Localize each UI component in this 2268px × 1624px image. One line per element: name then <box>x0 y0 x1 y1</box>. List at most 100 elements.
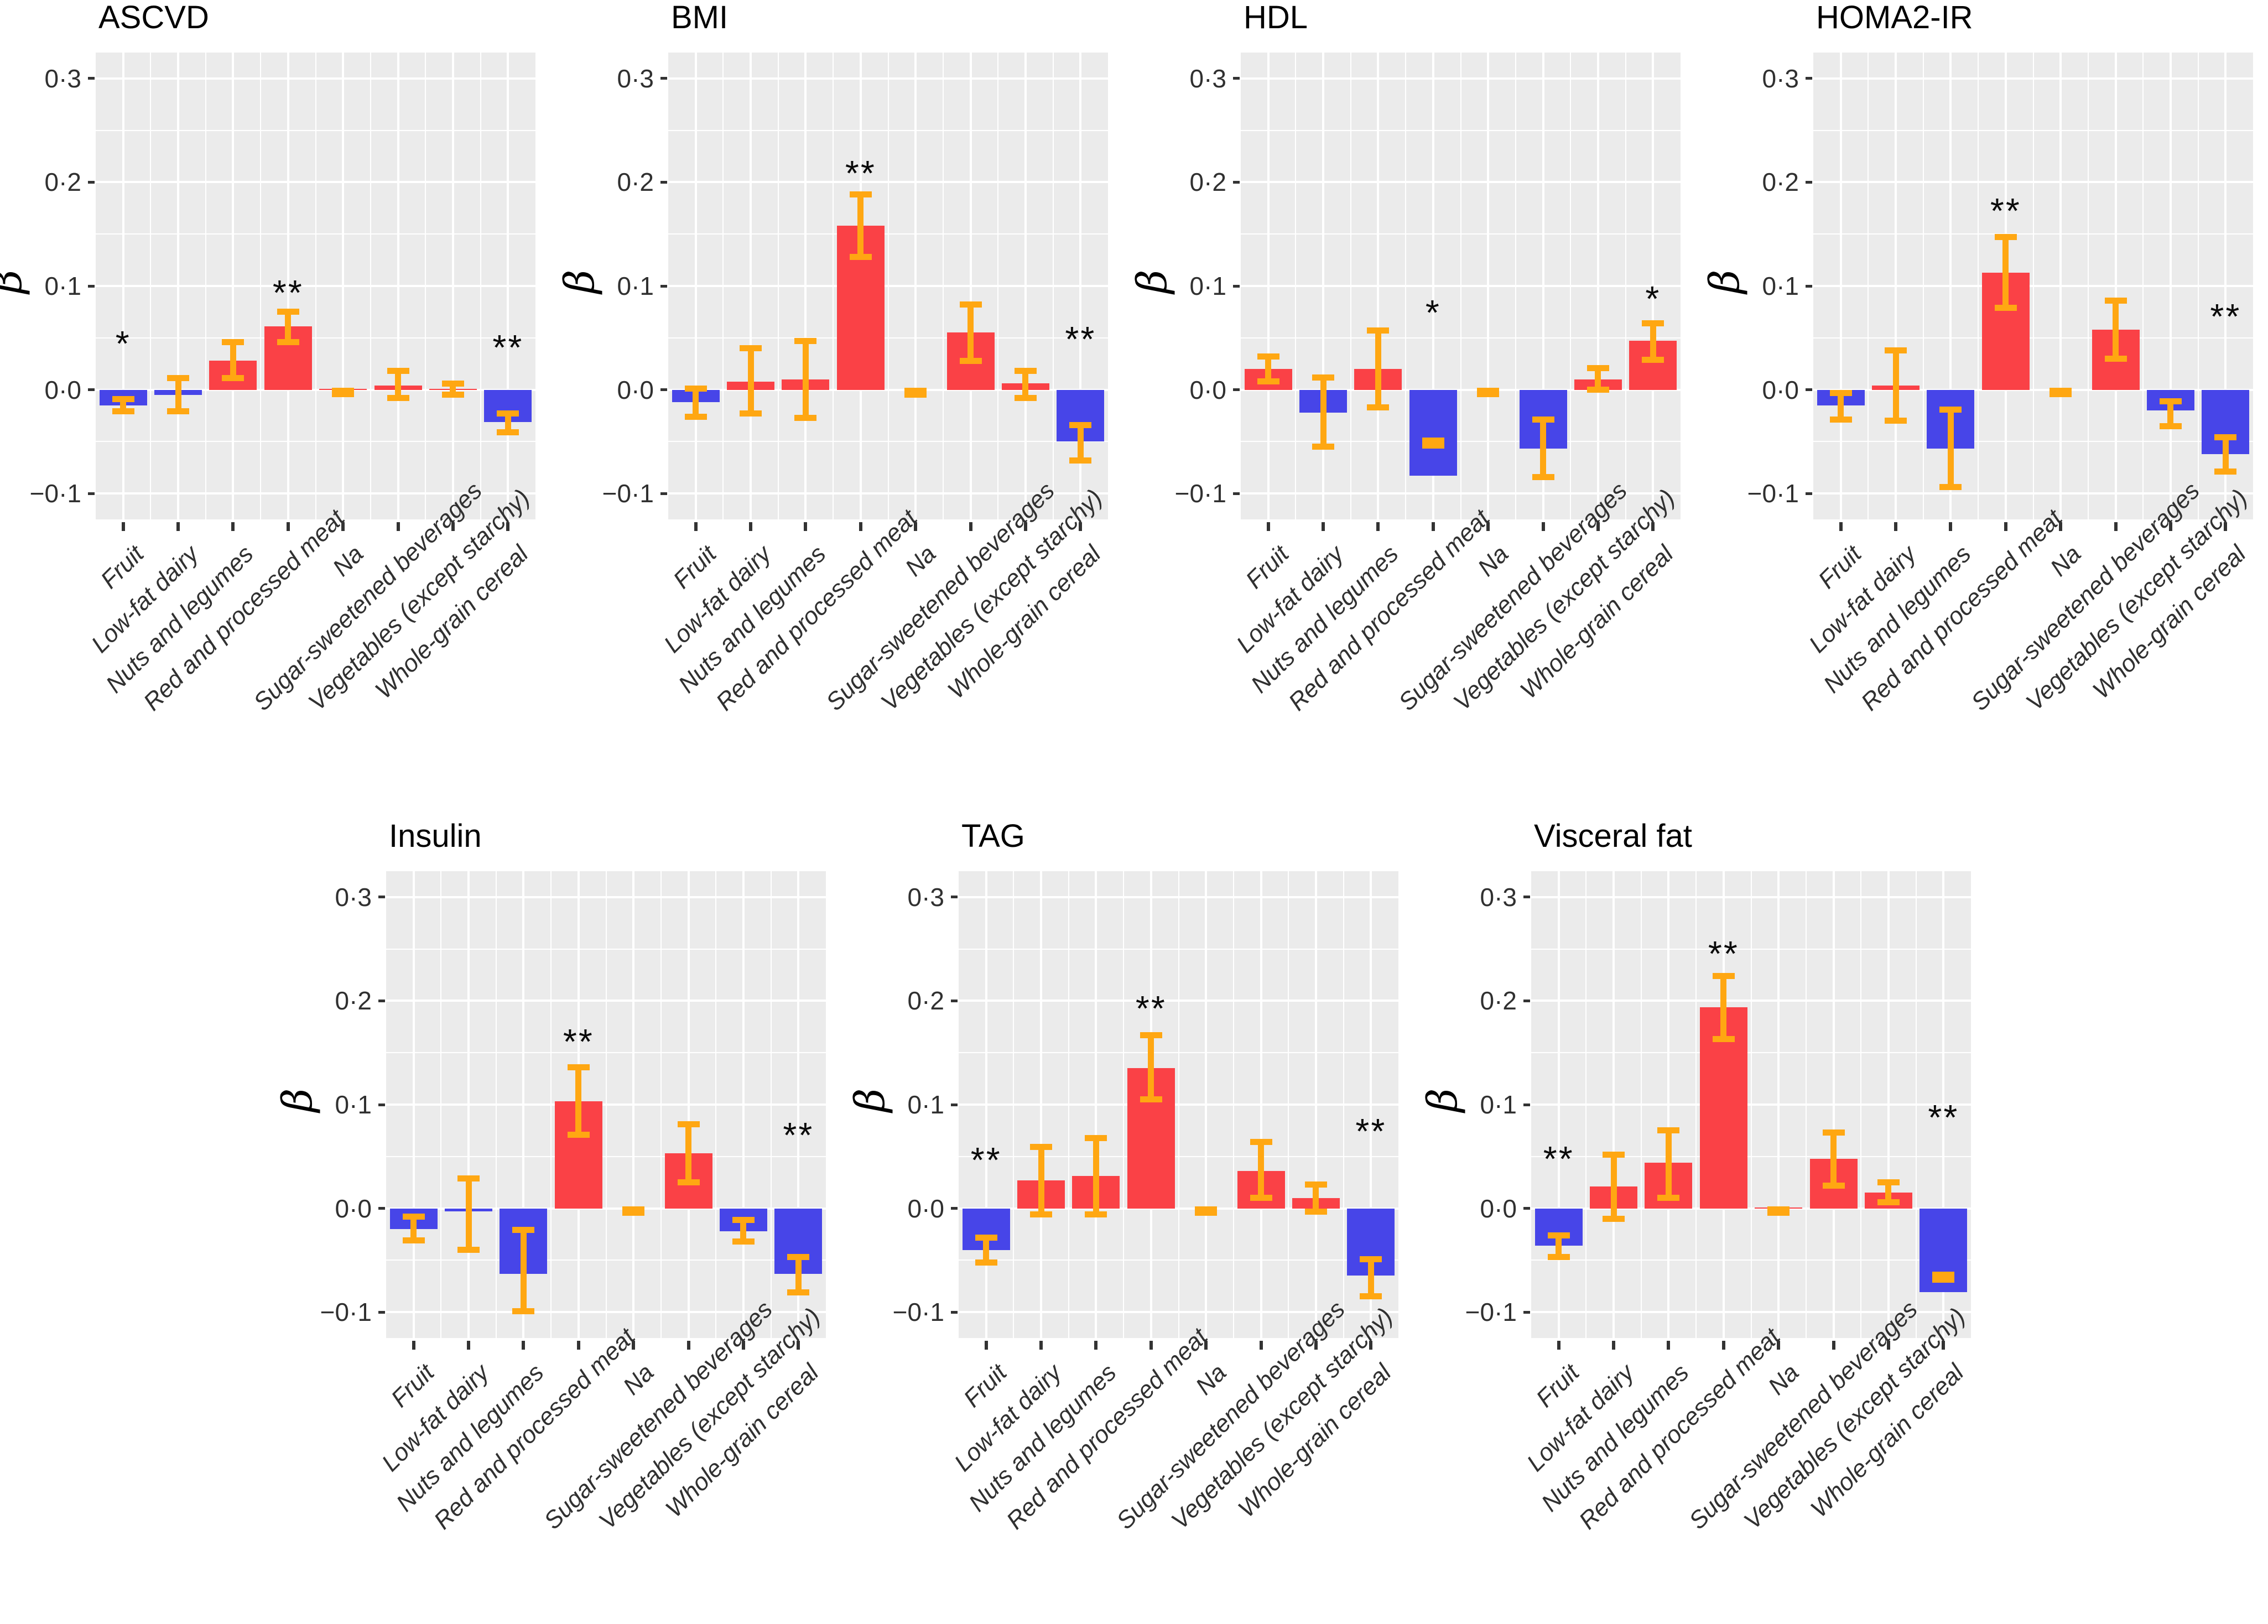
error-bar-cap-bottom-red-and-processed-meat <box>1712 1036 1735 1043</box>
x-tick-whole-grain-cereal <box>1369 1341 1373 1350</box>
error-bar-cap-top-fruit <box>1547 1232 1570 1238</box>
error-bar-cap-bottom-red-and-processed-meat <box>1994 304 2017 311</box>
gridline-major-v <box>1949 53 1952 519</box>
gridline-major-v <box>1887 871 1890 1338</box>
gridline-minor-v <box>1915 871 1917 1338</box>
plot-area-visceral-fat: ** ** ** <box>1531 871 1971 1338</box>
x-tick-nuts-and-legumes <box>804 522 808 531</box>
error-bar-cap-top-red-and-processed-meat <box>1422 437 1444 444</box>
error-bar-cap-top-sugar-sweetened-beverages <box>1822 1129 1845 1136</box>
error-bar-cap-top-sugar-sweetened-beverages <box>387 368 409 374</box>
gridline-minor-v <box>1625 53 1626 519</box>
gridline-minor-v <box>1922 53 1924 519</box>
significance-fruit: ** <box>1543 1139 1574 1179</box>
y-tick-insulin-2 <box>378 1103 385 1106</box>
error-bar-cap-bottom-fruit <box>402 1237 425 1244</box>
error-bar-cap-bottom-fruit <box>1257 378 1279 385</box>
error-bar-cap-bottom-low-fat-dairy <box>167 408 190 415</box>
y-label-homa2-ir-3: 0·0 <box>1762 375 1799 404</box>
error-bar-cap-top-low-fat-dairy <box>167 375 190 382</box>
y-tick-bmi-2 <box>660 284 667 288</box>
error-bar-cap-bottom-vegetables-except-starchy <box>1877 1199 1900 1205</box>
error-bar-line-vegetables-except-starchy <box>1022 371 1029 398</box>
error-bar-line-fruit <box>120 399 127 412</box>
significance-whole-grain-cereal: ** <box>2210 296 2241 336</box>
error-bar-line-low-fat-dairy <box>1610 1154 1617 1219</box>
x-tick-red-and-processed-meat <box>1431 522 1435 531</box>
y-tick-visceral-fat-1 <box>1523 999 1530 1002</box>
error-bar-cap-bottom-low-fat-dairy <box>740 410 762 417</box>
error-bar-cap-top-vegetables-except-starchy <box>1877 1179 1900 1186</box>
x-tick-na <box>1486 522 1490 531</box>
error-bar-cap-top-low-fat-dairy <box>740 345 762 352</box>
x-tick-sugar-sweetened-beverages <box>1259 1341 1263 1350</box>
plot-area-insulin: ** ** <box>386 871 826 1338</box>
x-tick-red-and-processed-meat <box>2004 522 2007 531</box>
error-bar-cap-top-nuts-and-legumes <box>1939 406 1962 413</box>
error-bar-line-red-and-processed-meat <box>575 1067 582 1135</box>
gridline-minor-v <box>1068 871 1069 1338</box>
significance-whole-grain-cereal: * <box>1645 279 1661 319</box>
gridline-major-v <box>1542 53 1544 519</box>
error-bar-line-low-fat-dairy <box>175 378 181 412</box>
gridline-minor-v <box>1343 871 1344 1338</box>
gridline-major-v <box>1314 871 1317 1338</box>
y-label-tag-3: 0·0 <box>907 1194 944 1223</box>
significance-whole-grain-cereal: ** <box>492 327 524 368</box>
y-tick-visceral-fat-4 <box>1523 1310 1530 1314</box>
y-label-insulin-3: 0·0 <box>335 1194 372 1223</box>
panel-title-insulin: Insulin <box>389 818 482 854</box>
error-bar-cap-bottom-red-and-processed-meat <box>849 253 872 260</box>
error-bar-cap-top-whole-grain-cereal <box>1642 320 1664 327</box>
y-tick-tag-0 <box>951 896 958 899</box>
error-bar-cap-top-na <box>1477 387 1500 394</box>
error-bar-cap-top-low-fat-dairy <box>1885 347 1907 353</box>
error-bar-line-fruit <box>693 388 699 417</box>
y-tick-bmi-0 <box>660 77 667 80</box>
significance-red-and-processed-meat: ** <box>272 272 304 313</box>
y-tick-insulin-3 <box>378 1207 385 1210</box>
error-bar-cap-bottom-vegetables-except-starchy <box>1586 387 1609 393</box>
y-label-tag-1: 0·2 <box>907 986 944 1016</box>
y-tick-homa2-ir-1 <box>1806 180 1812 184</box>
y-label-insulin-4: −0·1 <box>320 1298 372 1327</box>
x-tick-sugar-sweetened-beverages <box>1832 1341 1835 1350</box>
y-tick-insulin-4 <box>378 1310 385 1314</box>
error-bar-cap-top-fruit <box>1829 389 1852 396</box>
y-label-bmi-0: 0·3 <box>617 64 654 93</box>
error-bar-cap-bottom-whole-grain-cereal <box>1642 356 1664 363</box>
error-bar-line-red-and-processed-meat <box>2002 237 2009 308</box>
y-label-homa2-ir-0: 0·3 <box>1762 64 1799 93</box>
gridline-major-v <box>687 871 690 1338</box>
gridline-major-v <box>1095 871 1097 1338</box>
error-bar-cap-top-whole-grain-cereal <box>1360 1256 1382 1262</box>
y-tick-tag-3 <box>951 1207 958 1210</box>
gridline-major-v <box>1557 871 1560 1338</box>
gridline-minor-v <box>887 53 889 519</box>
error-bar-cap-top-vegetables-except-starchy <box>2159 398 2182 404</box>
gridline-major-v <box>742 871 745 1338</box>
error-bar-line-whole-grain-cereal <box>1367 1259 1374 1297</box>
gridline-major-v <box>2114 53 2117 519</box>
gridline-minor-v <box>1978 53 1979 519</box>
gridline-minor-v <box>1640 871 1642 1338</box>
error-bar-cap-top-red-and-processed-meat <box>1994 234 2017 241</box>
gridline-major-v <box>1322 53 1325 519</box>
gridline-minor-v <box>260 53 262 519</box>
x-tick-fruit <box>694 522 698 531</box>
y-label-visceral-fat-1: 0·2 <box>1480 986 1517 1016</box>
significance-whole-grain-cereal: ** <box>783 1115 814 1155</box>
y-tick-hdl-1 <box>1233 180 1240 184</box>
gridline-minor-v <box>770 871 772 1338</box>
panel-title-ascvd: ASCVD <box>98 0 209 35</box>
error-bar-cap-top-fruit <box>112 395 134 402</box>
gridline-minor-v <box>315 53 316 519</box>
error-bar-line-fruit <box>983 1237 990 1263</box>
x-tick-na <box>2059 522 2063 531</box>
gridline-major-v <box>451 53 454 519</box>
significance-red-and-processed-meat: ** <box>563 1022 594 1062</box>
gridline-minor-v <box>1232 871 1234 1338</box>
y-label-bmi-2: 0·1 <box>617 272 654 300</box>
y-label-hdl-4: −0·1 <box>1174 479 1226 508</box>
gridline-major-v <box>750 53 752 519</box>
